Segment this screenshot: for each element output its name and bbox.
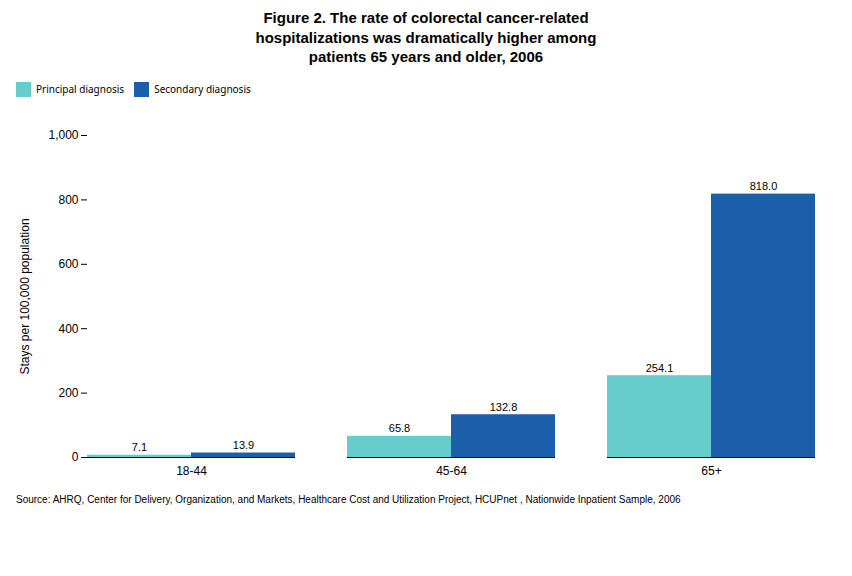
- svg-text:400: 400: [58, 321, 78, 335]
- svg-text:18-44: 18-44: [176, 464, 207, 478]
- svg-text:Stays per 100,000 population: Stays per 100,000 population: [18, 218, 32, 374]
- svg-text:132.8: 132.8: [490, 400, 518, 412]
- svg-text:0: 0: [72, 450, 79, 464]
- svg-text:254.1: 254.1: [646, 361, 674, 373]
- svg-text:600: 600: [58, 257, 78, 271]
- html-text:Principal diagnosis: Principal diagnosis: [36, 82, 125, 96]
- svg-text:65.8: 65.8: [389, 422, 410, 434]
- svg-text:13.9: 13.9: [233, 439, 254, 451]
- svg-text:45-64: 45-64: [436, 464, 467, 478]
- svg-text:200: 200: [58, 385, 78, 399]
- html-text:Source: AHRQ, Center for Deliv: Source: AHRQ, Center for Delivery, Organ…: [16, 493, 681, 505]
- svg-text:800: 800: [58, 192, 78, 206]
- svg-text:818.0: 818.0: [750, 180, 778, 192]
- svg-text:1,000: 1,000: [48, 128, 78, 142]
- svg-text:7.1: 7.1: [132, 441, 147, 453]
- html-text:Figure 2. The rate of colorect: Figure 2. The rate of colorectal cancer-…: [255, 9, 597, 65]
- svg-text:65+: 65+: [701, 464, 721, 478]
- html-text:Secondary diagnosis: Secondary diagnosis: [154, 82, 251, 96]
